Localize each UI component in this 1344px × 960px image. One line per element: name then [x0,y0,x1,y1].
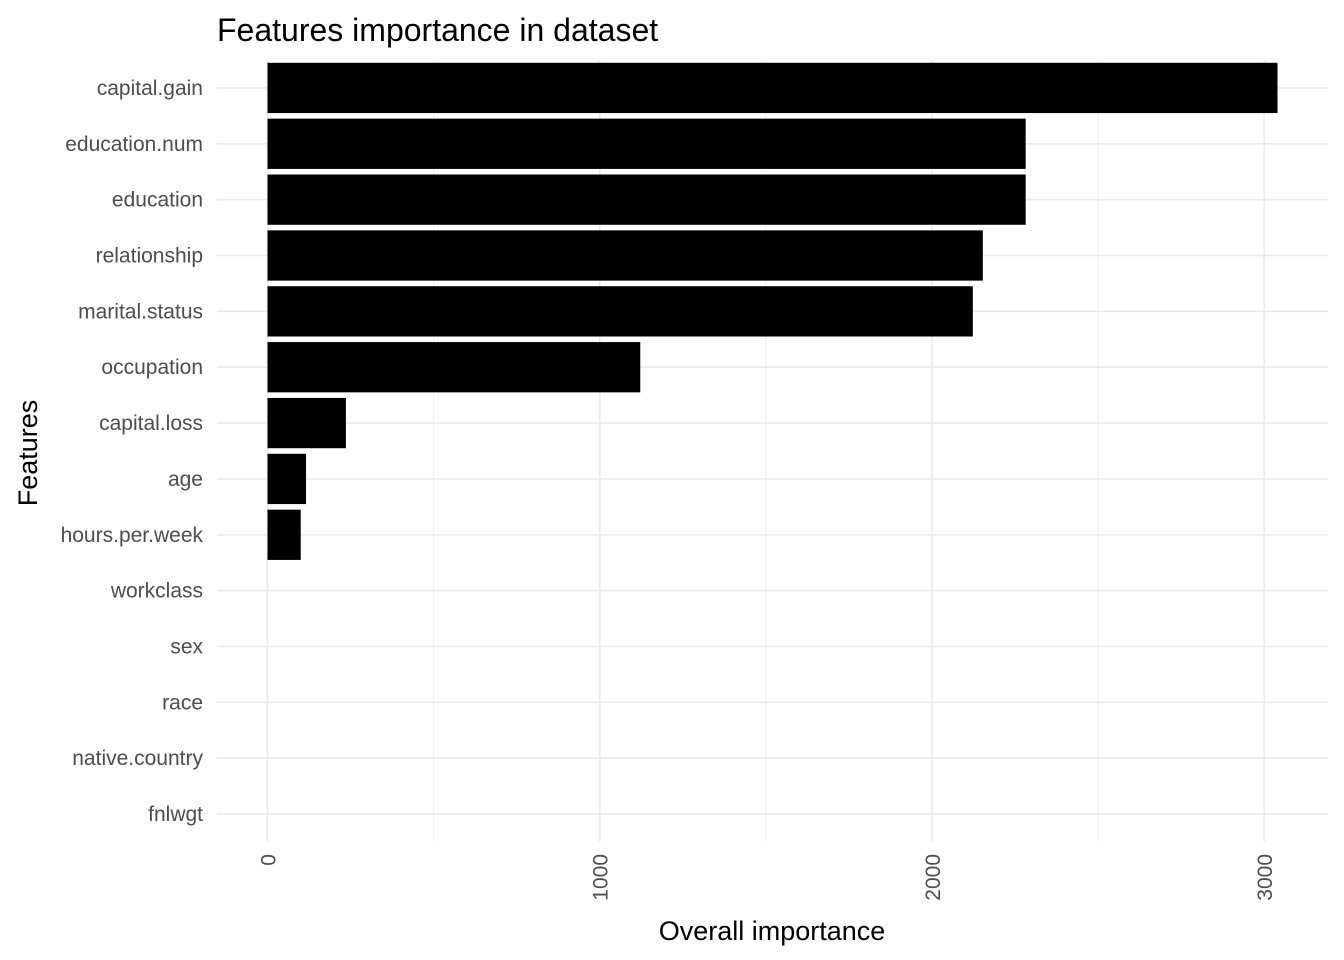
y-axis-title: Features [13,400,43,507]
bar-occupation [267,342,641,393]
y-tick-label: education [112,189,203,212]
y-tick-label: relationship [96,245,203,268]
y-tick-label: race [162,691,203,714]
bars [267,62,1278,560]
x-tick-label: 3000 [1254,854,1277,901]
y-tick-label: capital.gain [97,77,203,100]
x-tick-labels: 0 1000 2000 3000 [258,854,1278,901]
x-axis-title: Overall importance [659,916,886,946]
y-tick-label: occupation [101,356,203,379]
bar-education [267,174,1026,225]
y-tick-label: education.num [65,133,203,156]
bar-marital-status [267,286,973,337]
bar-relationship [267,230,983,281]
bar-capital-gain [267,62,1278,114]
bar-age [267,453,307,505]
y-tick-label: workclass [110,580,203,603]
y-tick-label: marital.status [78,300,203,323]
y-tick-label: hours.per.week [61,524,204,547]
y-tick-label: native.country [72,747,203,770]
bar-capital-loss [267,397,346,449]
y-tick-labels: capital.gain education.num education relati… [61,77,204,826]
x-tick-label: 0 [258,854,281,866]
x-tick-label: 2000 [922,854,945,901]
bar-education-num [267,118,1026,169]
bar-hours-per-week [267,509,301,560]
y-tick-label: sex [170,636,203,659]
y-tick-label: fnlwgt [148,803,203,826]
y-tick-label: age [168,468,203,491]
x-tick-label: 1000 [590,854,613,901]
chart-title: Features importance in dataset [217,12,658,48]
y-tick-label: capital.loss [99,412,203,435]
